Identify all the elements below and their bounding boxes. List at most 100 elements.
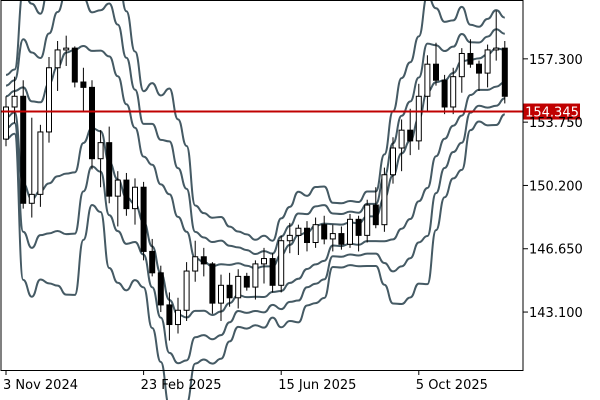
candle-down [269,253,276,293]
candle-down [157,265,164,313]
candle-body [175,309,181,326]
band-lower-2sd [5,97,506,365]
candle-body [312,224,319,243]
candle-down [80,67,87,113]
candle-up [54,41,61,91]
candle-body [450,76,457,108]
candle-down [123,172,130,216]
candle-down [467,39,474,68]
candle-body [372,204,379,226]
candle-body [278,240,285,286]
candle-down [209,262,216,314]
candle-body [3,106,9,140]
candle-down [166,292,173,341]
candle-body [269,258,276,286]
candle-body [200,256,207,265]
candle-down [441,74,448,115]
candle-up [218,274,224,321]
candle-up [278,235,285,293]
candle-body [149,250,156,274]
candle-down [20,80,27,209]
candle-up [3,96,9,147]
candle-body [114,179,121,197]
x-tick-label: 5 Oct 2025 [416,378,488,393]
candle-body [501,47,508,97]
candle-up [424,55,431,111]
candle-up [347,213,353,248]
candle-body [295,227,302,236]
candle-up [235,269,242,309]
candle-body [407,129,414,142]
candle-up [398,119,405,172]
x-tick-label: 3 Nov 2024 [3,378,78,393]
candle-down [476,60,482,91]
candle-body [261,258,267,265]
candle-up [381,167,388,232]
candle-body [321,224,328,240]
candle-up [97,130,104,188]
x-tick-label: 15 Jun 2025 [278,378,356,393]
candle-body [20,95,27,204]
candle-body [467,52,474,65]
candle-body [338,233,345,245]
candle-up [175,297,181,334]
x-tick-label: 23 Feb 2025 [141,378,222,393]
candle-body [433,63,439,81]
candle-body [252,263,259,288]
current-price-label: 154.345 [525,106,579,121]
candle-body [89,86,95,160]
candle-body [415,95,422,142]
candle-body [424,63,431,97]
candle-body [381,174,388,226]
candle-up [295,224,302,255]
band-lower-3sd [5,113,506,400]
candle-body [235,275,242,299]
candle-up [114,171,121,227]
candle-body [132,186,138,210]
candle-up [183,262,190,321]
plot-frame [0,0,524,371]
candle-body [71,47,78,83]
candle-body [140,186,147,252]
candle-body [364,204,371,236]
candle-up [46,57,52,143]
candle-body [243,275,250,288]
candle-down [149,238,156,277]
candle-down [355,215,362,252]
candle-body [54,49,61,69]
candle-up [132,178,138,225]
y-tick-label: 143.100 [529,306,583,321]
candle-down [140,181,147,261]
candle-down [226,272,233,307]
candle-body [355,218,362,236]
y-tick-label: 157.300 [529,53,583,68]
candle-body [329,233,336,240]
candle-up [28,117,35,218]
candle-body [304,227,310,244]
candle-body [46,67,52,133]
candle-body [183,270,190,311]
candle-body [37,131,44,195]
candle-up [312,217,319,248]
candle-down [407,108,414,156]
y-tick-label: 146.650 [529,243,583,258]
candle-up [261,247,267,284]
candle-body [398,129,405,149]
candle-body [226,284,233,299]
candle-up [484,44,491,88]
candle-body [347,218,353,245]
band-upper-3sd [5,0,506,242]
band-upper-2sd [5,0,505,256]
candle-up [364,199,371,243]
candle-down [243,272,250,291]
candle-down [89,80,95,170]
candle-up [11,76,18,124]
candle-down [304,221,310,252]
candle-body [157,272,164,306]
candle-body [458,52,465,78]
candle-body [106,142,113,197]
candle-up [37,124,44,207]
candle-body [80,81,87,88]
